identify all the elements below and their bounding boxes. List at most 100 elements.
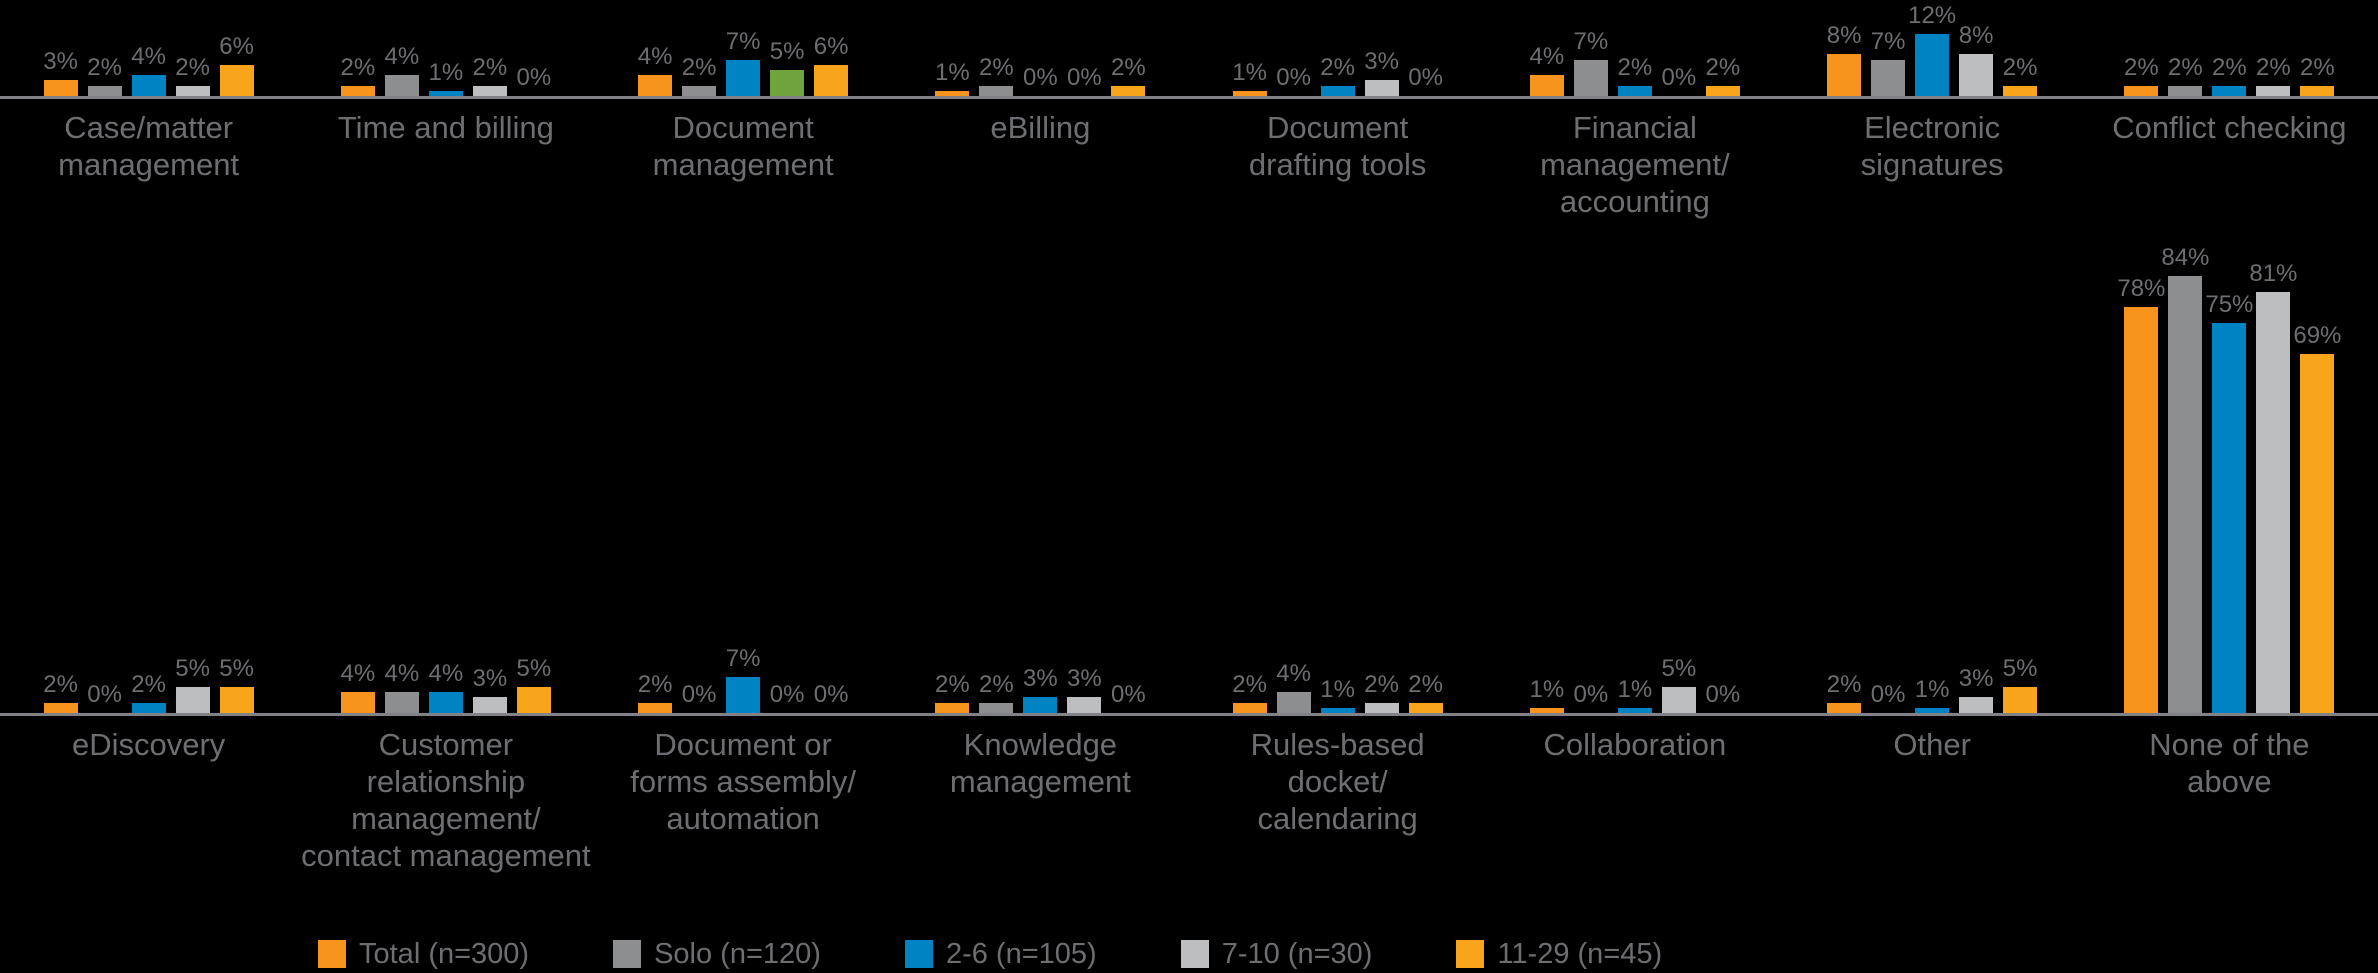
- category-label: Financial management/ accounting: [1540, 110, 1730, 219]
- bar: [131, 703, 166, 713]
- bar-group: 4% 7% 2% 0% 2%: [1486, 0, 1783, 96]
- bar-slot: 1%: [935, 60, 970, 96]
- bar: [1827, 54, 1862, 96]
- bar-value-label: 2%: [2002, 54, 2038, 81]
- category-label-cell: Document drafting tools: [1189, 99, 1486, 219]
- bar-value-label: 2%: [1617, 54, 1653, 81]
- bar-slot: 3%: [1023, 666, 1058, 713]
- bar-value-label: 5%: [769, 38, 805, 65]
- bar-slot: 6%: [219, 34, 254, 96]
- bar-slot: 2%: [2168, 55, 2203, 96]
- bar-value-label: 2%: [681, 54, 717, 81]
- bar-value-label: 0%: [769, 681, 805, 708]
- bar-value-label: 5%: [2002, 655, 2038, 682]
- bar-slot: 2%: [1618, 55, 1652, 96]
- bar: [2124, 86, 2159, 96]
- bar-group: 2% 4% 1% 2% 2%: [1189, 219, 1486, 713]
- bar-value-label: 0%: [1067, 64, 1102, 91]
- bar-slot: 12%: [1908, 3, 1956, 96]
- bar-group: 2% 0% 2% 5% 5%: [0, 219, 297, 713]
- bar-slot: 81%: [2249, 261, 2297, 713]
- bar-value-label: 2%: [2124, 54, 2159, 81]
- bar: [979, 86, 1014, 96]
- bar: [1111, 86, 1146, 96]
- bar-slot: 1%: [429, 60, 463, 96]
- bar-value-label: 0%: [1573, 681, 1609, 708]
- bar-value-label: 12%: [1908, 2, 1957, 29]
- legend-item: 7-10 (n=30): [1180, 939, 1372, 969]
- bar-value-label: 0%: [813, 681, 849, 708]
- bar-value-label: 2%: [979, 54, 1014, 81]
- bar-value-label: 5%: [516, 655, 552, 682]
- bar-slot: 2%: [1408, 672, 1443, 713]
- bar: [1067, 697, 1102, 713]
- bar-group-bars: 2% 0% 1% 3% 5%: [1827, 656, 2037, 713]
- bar: [726, 677, 761, 713]
- bar: [131, 75, 166, 96]
- bar-value-label: 1%: [1617, 676, 1653, 703]
- bar: [1661, 687, 1696, 713]
- category-label: Rules-based docket/ calendaring: [1250, 727, 1425, 836]
- bar: [935, 703, 970, 713]
- bar: [175, 687, 210, 713]
- category-label: Case/matter management: [58, 110, 240, 182]
- bar-group: 1% 2% 0% 0% 2%: [892, 0, 1189, 96]
- bar-value-label: 4%: [131, 43, 166, 70]
- bar-slot: 0%: [1276, 64, 1311, 96]
- bar-group-bars: 1% 0% 2% 3% 0%: [1232, 48, 1443, 96]
- bar-slot: 2%: [341, 55, 375, 96]
- category-label: Document drafting tools: [1248, 110, 1427, 182]
- category-label-cell: None of the above: [2081, 716, 2378, 874]
- legend-label: Total (n=300): [359, 937, 530, 970]
- bar-slot: 0%: [1871, 682, 1906, 713]
- legend-swatch: [318, 940, 346, 968]
- bar: [726, 60, 761, 96]
- bar: [1871, 60, 1906, 96]
- bar-value-label: 4%: [1529, 43, 1565, 70]
- bar-slot: 7%: [726, 29, 760, 96]
- bar: [516, 687, 551, 713]
- bar-slot: 0%: [813, 681, 849, 713]
- bar-value-label: 2%: [935, 671, 970, 698]
- bar-slot: 0%: [1573, 681, 1609, 713]
- bar-value-label: 1%: [1320, 676, 1355, 703]
- bar-group: 1% 0% 1% 5% 0%: [1486, 219, 1783, 713]
- bar-value-label: 0%: [1276, 64, 1311, 91]
- bar-value-label: 2%: [1826, 671, 1862, 698]
- bar: [384, 692, 419, 713]
- bar-slot: 5%: [2003, 656, 2037, 713]
- category-label: Other: [1893, 727, 1971, 762]
- category-label-cell: eBilling: [892, 99, 1189, 219]
- bar-value-label: 3%: [1364, 48, 1399, 75]
- bar: [340, 692, 375, 713]
- bar-value-label: 0%: [516, 64, 552, 91]
- bar-group: 4% 4% 4% 3% 5%: [297, 219, 594, 713]
- bar-slot: 5%: [770, 39, 804, 96]
- bar-slot: 4%: [638, 44, 672, 96]
- bar-slot: 2%: [638, 672, 672, 713]
- bar-slot: 4%: [1530, 44, 1564, 96]
- bar: [428, 692, 463, 713]
- bar-value-label: 8%: [1826, 22, 1862, 49]
- bar-value-label: 2%: [87, 54, 122, 81]
- bar-slot: 69%: [2293, 323, 2341, 713]
- bar: [219, 687, 254, 713]
- bar-value-label: 7%: [1870, 28, 1906, 55]
- bar-slot: 6%: [814, 34, 848, 96]
- bar-slot: 7%: [726, 646, 760, 713]
- bar-slot: 2%: [1706, 55, 1740, 96]
- bar-group: 8% 7% 12% 8% 2%: [1784, 0, 2081, 96]
- legend-item: 2-6 (n=105): [904, 937, 1097, 970]
- legend-swatch: [904, 940, 933, 968]
- bar-group: 78% 84% 75% 81% 69%: [2081, 219, 2378, 713]
- bar-value-label: 0%: [681, 681, 717, 708]
- bar-value-label: 1%: [428, 59, 464, 86]
- bar-slot: 0%: [1408, 65, 1443, 96]
- bar-slot: 4%: [1276, 661, 1311, 713]
- bar-value-label: 6%: [813, 33, 849, 60]
- bottom-row-category-labels: eDiscovery Customer relationship manageme…: [0, 716, 2378, 874]
- bar: [175, 86, 210, 96]
- bar-slot: 4%: [385, 44, 419, 96]
- legend-label: 2-6 (n=105): [945, 937, 1097, 970]
- bar-slot: 3%: [1067, 666, 1102, 713]
